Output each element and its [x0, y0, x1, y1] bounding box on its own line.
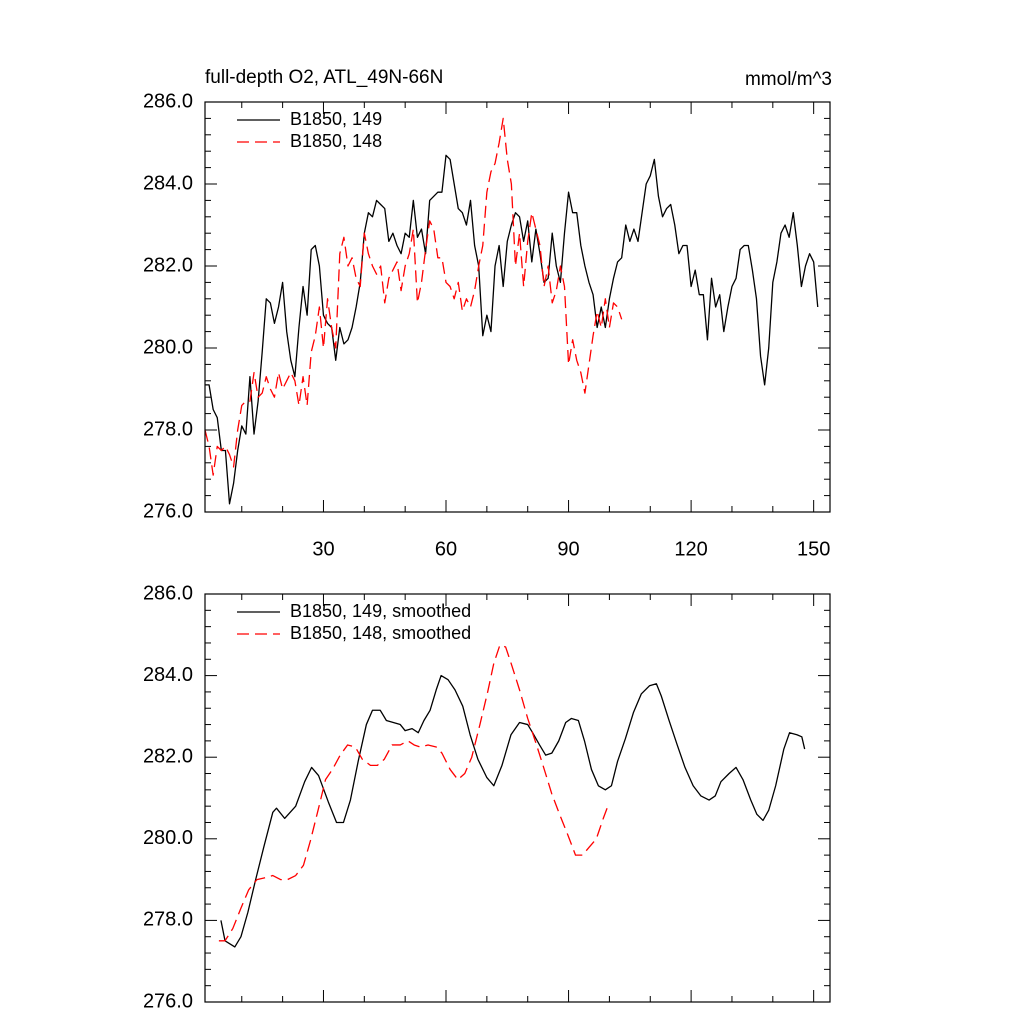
x-tick-label: 150 — [797, 538, 830, 560]
y-tick-label: 276.0 — [143, 500, 193, 522]
data-line — [220, 674, 806, 948]
y-tick-label: 284.0 — [143, 172, 193, 194]
plot-frame — [204, 593, 831, 1003]
legend-label: B1850, 148 — [290, 131, 382, 151]
legend-label: B1850, 148, smoothed — [290, 623, 471, 643]
x-tick-label: 60 — [435, 538, 457, 560]
x-tick-label: 120 — [674, 538, 707, 560]
y-tick-label: 280.0 — [143, 827, 193, 849]
y-tick-label: 278.0 — [143, 418, 193, 440]
y-tick-label: 286.0 — [143, 582, 193, 604]
y-tick-label: 282.0 — [143, 745, 193, 767]
chart-title: full-depth O2, ATL_49N-66N — [205, 67, 443, 88]
x-tick-label: 90 — [557, 538, 579, 560]
y-tick-label: 284.0 — [143, 664, 193, 686]
y-tick-label: 276.0 — [143, 990, 193, 1012]
legend-label: B1850, 149, smoothed — [290, 601, 471, 621]
y-tick-label: 286.0 — [143, 90, 193, 112]
x-tick-label: 30 — [312, 538, 334, 560]
y-tick-label: 278.0 — [143, 909, 193, 931]
legend-label: B1850, 149 — [290, 109, 382, 129]
y-tick-label: 280.0 — [143, 336, 193, 358]
plot-frame — [204, 101, 831, 513]
data-line — [204, 117, 623, 476]
data-line — [205, 154, 819, 505]
data-line — [218, 644, 610, 942]
y-tick-label: 282.0 — [143, 254, 193, 276]
units-label: mmol/m^3 — [745, 69, 832, 90]
